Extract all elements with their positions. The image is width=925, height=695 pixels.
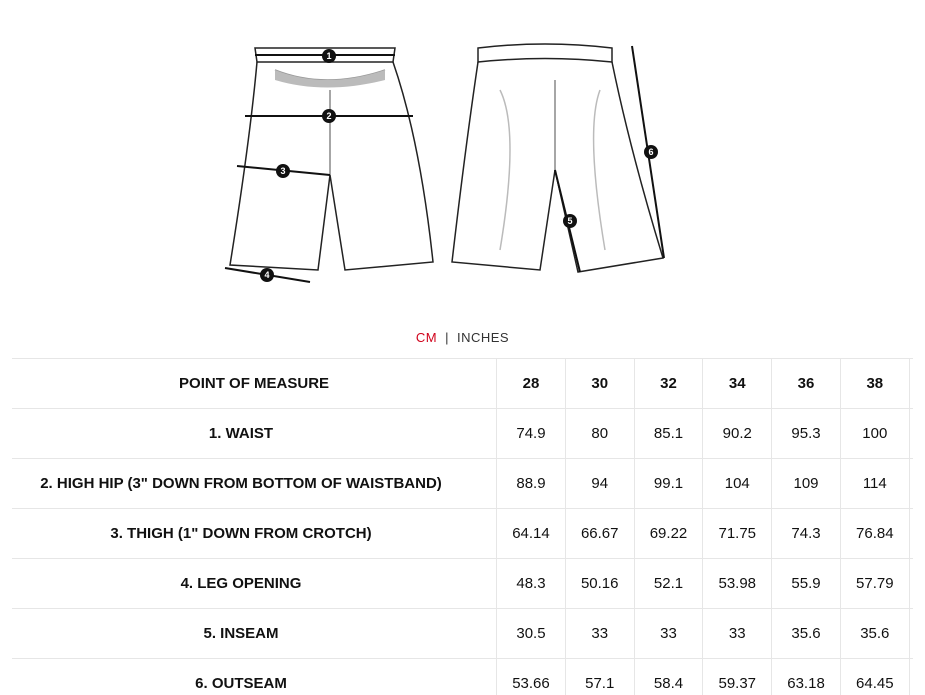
marker-4 <box>260 268 274 282</box>
measure-label-text: 3. THIGH (1" DOWN FROM CROTCH) <box>110 525 372 542</box>
column-header-size: 32 <box>633 358 703 409</box>
measure-value: 35.6 <box>908 608 913 659</box>
measure-value: 66.67 <box>564 508 635 559</box>
measure-value: 74.3 <box>771 508 841 559</box>
measure-label: 3. THIGH (1" DOWN FROM CROTCH) <box>12 508 497 559</box>
measure-value: 105 <box>908 408 913 459</box>
measure-value: 99.1 <box>633 458 703 509</box>
marker-5-label: 5 <box>567 216 572 226</box>
column-header-size: 34 <box>702 358 772 409</box>
measure-value: 55.9 <box>771 558 841 609</box>
measure-value: 76.84 <box>839 508 910 559</box>
measure-value: 52.1 <box>633 558 703 609</box>
measure-value: 71.75 <box>702 508 772 559</box>
measure-value: 57.79 <box>839 558 910 609</box>
measure-value: 90.2 <box>702 408 772 459</box>
size-chart-table: POINT OF MEASURE28303234363840 1. WAIST 7… <box>12 358 913 695</box>
marker-3-label: 3 <box>280 166 285 176</box>
measure-value: 58.4 <box>633 658 703 695</box>
measure-value: 63.18 <box>771 658 841 695</box>
marker-2 <box>322 109 336 123</box>
measure-label: 1. WAIST <box>12 408 497 459</box>
column-header-size: 36 <box>771 358 841 409</box>
measure-value: 74.9 <box>496 408 566 459</box>
measure-label: 2. HIGH HIP (3" DOWN FROM BOTTOM OF WAIS… <box>12 458 497 509</box>
measure-value: 95.3 <box>771 408 841 459</box>
marker-1-label: 1 <box>326 51 331 61</box>
table-header-row: POINT OF MEASURE28303234363840 <box>12 358 913 409</box>
table-row: 3. THIGH (1" DOWN FROM CROTCH) 64.14 66.67… <box>12 508 913 559</box>
unit-toggle: CM | INCHES <box>0 330 925 345</box>
marker-6 <box>644 145 658 159</box>
measure-value: 79.38 <box>908 508 913 559</box>
measure-value: 94 <box>564 458 635 509</box>
measure-value: 85.1 <box>633 408 703 459</box>
marker-3 <box>276 164 290 178</box>
measure-label-text: 6. OUTSEAM <box>195 675 287 692</box>
measure-value: 80 <box>564 408 635 459</box>
measure-label-text: 4. LEG OPENING <box>180 575 302 592</box>
measure-value: 33 <box>633 608 703 659</box>
measure-label: 5. INSEAM <box>12 608 497 659</box>
measure-value: 69.22 <box>633 508 703 559</box>
column-header-size: 38 <box>839 358 910 409</box>
size-chart-table-container[interactable]: POINT OF MEASURE28303234363840 1. WAIST 7… <box>12 358 913 695</box>
measure-label-text: 1. WAIST <box>208 425 274 442</box>
measure-value: 119 <box>908 458 913 509</box>
measure-value: 33 <box>702 608 772 659</box>
measure-value: 53.98 <box>702 558 772 609</box>
measure-value: 109 <box>771 458 841 509</box>
marker-2-label: 2 <box>326 111 331 121</box>
table-row: 6. OUTSEAM 53.6657.158.459.3763.1864.4565… <box>12 658 913 695</box>
column-header-point-of-measure: POINT OF MEASURE <box>12 358 497 409</box>
measure-value: 114 <box>839 458 910 509</box>
measure-value: 35.6 <box>771 608 841 659</box>
column-header-size: 28 <box>496 358 566 409</box>
marker-6-label: 6 <box>648 147 653 157</box>
marker-1 <box>322 49 336 63</box>
marker-4-label: 4 <box>264 270 269 280</box>
measure-value: 65.41 <box>908 658 913 695</box>
unit-cm-option[interactable]: CM <box>415 330 438 345</box>
unit-separator: | <box>445 330 449 345</box>
measure-value: 50.16 <box>564 558 635 609</box>
measure-value: 100 <box>839 408 910 459</box>
unit-inches-option[interactable]: INCHES <box>456 330 510 345</box>
measure-value: 104 <box>702 458 772 509</box>
measure-value: 64.14 <box>496 508 566 559</box>
measure-value: 57.1 <box>564 658 635 695</box>
measure-label-text: 5. INSEAM <box>203 625 279 642</box>
measure-value: 48.3 <box>496 558 566 609</box>
column-header-size: 40 <box>908 358 913 409</box>
table-row: 4. LEG OPENING 48.3 50.16 52.1 53.98 55.9 57.7… <box>12 558 913 609</box>
measure-value: 59.37 <box>702 658 772 695</box>
measure-value: 35.6 <box>839 608 910 659</box>
table-row: 2. HIGH HIP (3" DOWN FROM BOTTOM OF WAIS… <box>12 458 913 509</box>
measure-label: 4. LEG OPENING <box>12 558 497 609</box>
measure-value: 33 <box>564 608 635 659</box>
shorts-measurement-diagram: 1 2 3 4 5 6 <box>224 43 665 283</box>
measure-value: 30.5 <box>496 608 566 659</box>
marker-5 <box>563 214 577 228</box>
measure-label: 6. OUTSEAM <box>12 658 497 695</box>
measure-value: 88.9 <box>496 458 566 509</box>
column-header-size: 30 <box>564 358 635 409</box>
measure-label-text: 2. HIGH HIP (3" DOWN FROM BOTTOM OF WAIS… <box>40 475 442 492</box>
measure-value: 59.7 <box>908 558 913 609</box>
measure-value: 53.66 <box>496 658 566 695</box>
measure-value: 64.45 <box>839 658 910 695</box>
